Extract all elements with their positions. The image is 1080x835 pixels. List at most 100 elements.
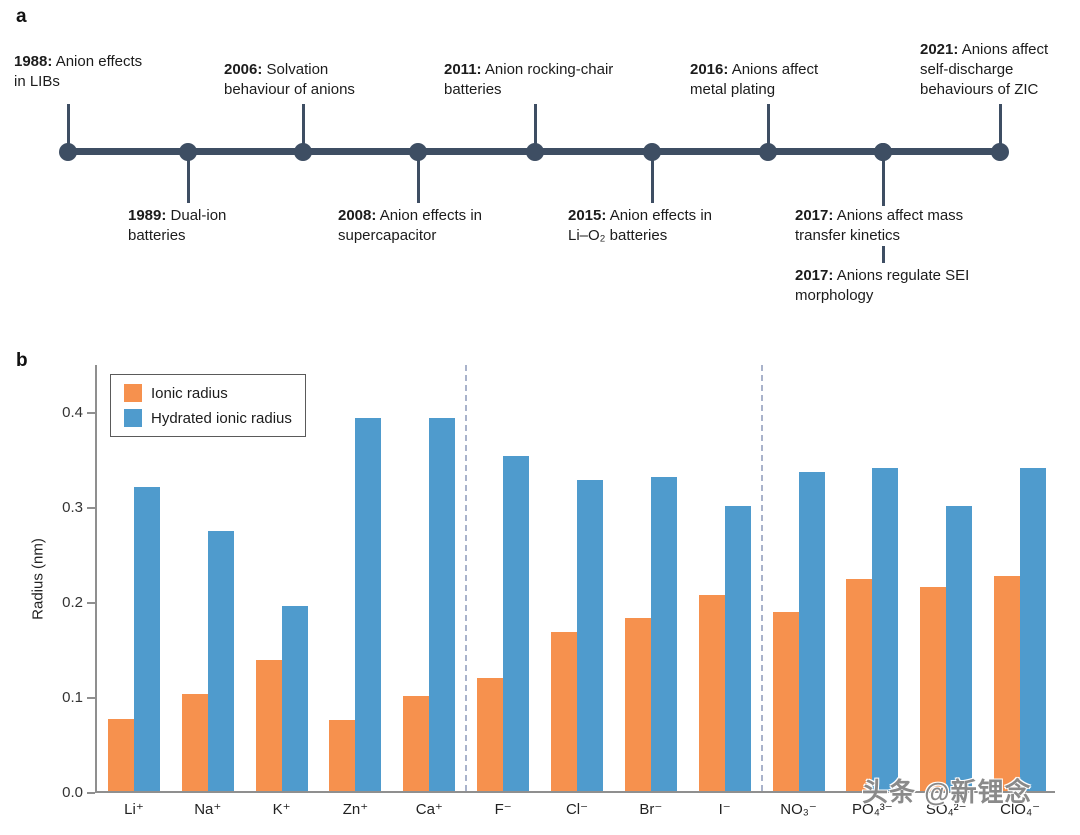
bar-hydrated bbox=[946, 505, 973, 791]
x-tick-label: ClO₄⁻ bbox=[1000, 801, 1040, 818]
x-tick-label: Zn⁺ bbox=[342, 801, 369, 818]
bar-hydrated bbox=[281, 605, 308, 791]
timeline-connector bbox=[417, 154, 420, 203]
bar-ionic bbox=[181, 694, 208, 791]
legend-item: Ionic radius bbox=[124, 384, 292, 402]
legend-label: Ionic radius bbox=[151, 384, 228, 402]
bar-ionic bbox=[624, 617, 651, 791]
y-tick-mark bbox=[87, 506, 95, 509]
y-tick-label: 0.1 bbox=[62, 688, 83, 706]
x-tick-label: Na⁺ bbox=[194, 801, 222, 818]
event-year: 2008: bbox=[338, 207, 377, 224]
y-tick-mark bbox=[87, 411, 95, 414]
bar-ionic bbox=[551, 632, 577, 791]
bar-chart: Radius (nm) 0.0 0.1 0.2 0.3 0.4 Li⁺ Na⁺ K⁺ Zn⁺ Ca… bbox=[0, 352, 1080, 835]
x-tick-label: Ca⁺ bbox=[415, 801, 443, 818]
timeline-connector bbox=[534, 104, 537, 152]
timeline-event: 2021: Anions affect self-discharge behav… bbox=[920, 40, 1072, 100]
legend-swatch bbox=[124, 409, 142, 427]
y-tick-mark bbox=[87, 601, 95, 604]
bar-ionic bbox=[477, 677, 504, 791]
timeline-event: 2006: Solvation behaviour of anions bbox=[224, 60, 376, 100]
y-tick-label: 0.0 bbox=[62, 784, 83, 801]
bar-ionic bbox=[698, 595, 725, 791]
plot-area: 0.0 0.1 0.2 0.3 0.4 Li⁺ Na⁺ K⁺ Zn⁺ Ca⁺ F⁻ Cl⁻ Br⁻ I⁻ N… bbox=[62, 365, 1055, 818]
y-tick-label: 0.3 bbox=[62, 498, 83, 516]
event-year: 2017: bbox=[795, 207, 834, 224]
bar-hydrated bbox=[577, 480, 603, 791]
timeline-event: 1989: Dual-ion batteries bbox=[128, 206, 243, 246]
bar-ionic bbox=[846, 578, 873, 791]
timeline-node bbox=[991, 143, 1009, 161]
legend: Ionic radius Hydrated ionic radius bbox=[110, 374, 306, 437]
timeline-node bbox=[759, 143, 777, 161]
bar-ionic bbox=[329, 719, 356, 791]
bar-hydrated bbox=[724, 505, 751, 791]
bar-hydrated bbox=[1020, 467, 1047, 791]
bar-ionic bbox=[255, 659, 282, 791]
timeline-node bbox=[643, 143, 661, 161]
y-tick-mark bbox=[87, 792, 95, 794]
event-year: 2006: bbox=[224, 61, 263, 78]
y-tick-label: 0.4 bbox=[62, 403, 83, 421]
timeline-connector bbox=[767, 104, 770, 152]
timeline-event: 2017: Anions affect mass transfer kineti… bbox=[795, 206, 970, 246]
bar-hydrated bbox=[650, 477, 677, 791]
x-tick-label: SO₄²⁻ bbox=[925, 801, 967, 818]
timeline-node bbox=[874, 143, 892, 161]
timeline-event: 2015: Anion effects in Li–O₂ batteries bbox=[568, 206, 733, 246]
x-tick-label: Br⁻ bbox=[639, 801, 663, 818]
bar-hydrated bbox=[798, 472, 825, 791]
timeline-event: 2011: Anion rocking-chair batteries bbox=[444, 60, 624, 100]
event-year: 1988: bbox=[14, 53, 53, 70]
event-year: 2015: bbox=[568, 207, 607, 224]
timeline-event: 1988: Anion effects in LIBs bbox=[14, 52, 149, 92]
bar-ionic bbox=[107, 718, 134, 791]
timeline-node bbox=[179, 143, 197, 161]
bar-hydrated bbox=[133, 486, 160, 791]
y-tick-label: 0.2 bbox=[62, 593, 83, 611]
bar-ionic bbox=[403, 695, 430, 791]
x-tick-label: Cl⁻ bbox=[565, 801, 589, 818]
x-tick-label: F⁻ bbox=[494, 801, 512, 818]
event-year: 2016: bbox=[690, 61, 729, 78]
x-tick-label: K⁺ bbox=[272, 801, 291, 818]
timeline-event: 2016: Anions affect metal plating bbox=[690, 60, 850, 100]
legend-item: Hydrated ionic radius bbox=[124, 409, 292, 427]
x-tick-label: Li⁺ bbox=[124, 801, 144, 818]
bar-hydrated bbox=[872, 467, 899, 791]
watermark: 头条 @新锂念 bbox=[862, 777, 1032, 807]
bar-hydrated bbox=[503, 456, 530, 791]
x-tick-label: NO₃⁻ bbox=[780, 801, 817, 818]
x-tick-label: PO₄³⁻ bbox=[852, 801, 893, 818]
panel-a-label: a bbox=[16, 6, 27, 27]
event-year: 2017: bbox=[795, 267, 834, 284]
event-year: 2011: bbox=[444, 61, 482, 78]
legend-label: Hydrated ionic radius bbox=[151, 409, 292, 427]
y-tick-mark bbox=[87, 696, 95, 699]
group-separator bbox=[760, 365, 763, 791]
timeline-event: 2008: Anion effects in supercapacitor bbox=[338, 206, 498, 246]
timeline-node bbox=[59, 143, 77, 161]
timeline-connector bbox=[67, 104, 70, 152]
group-separator bbox=[465, 365, 468, 791]
timeline-node bbox=[294, 143, 312, 161]
bar-ionic bbox=[920, 586, 947, 791]
timeline-connector bbox=[651, 154, 654, 203]
bar-ionic bbox=[994, 576, 1021, 791]
bar-hydrated bbox=[429, 418, 456, 791]
event-year: 2021: bbox=[920, 41, 959, 58]
timeline: 1988: Anion effects in LIBs 1989: Dual-io… bbox=[0, 0, 1080, 340]
timeline-connector bbox=[302, 104, 305, 152]
timeline-connector bbox=[187, 154, 190, 203]
timeline-node bbox=[409, 143, 427, 161]
timeline-event: 2017: Anions regulate SEI morphology bbox=[795, 266, 980, 306]
timeline-node bbox=[526, 143, 544, 161]
bar-ionic bbox=[772, 612, 799, 791]
bar-hydrated bbox=[207, 531, 234, 791]
panel-b-label: b bbox=[16, 350, 28, 371]
event-year: 1989: bbox=[128, 207, 167, 224]
x-tick-label: I⁻ bbox=[718, 801, 731, 818]
bar-hydrated bbox=[355, 418, 382, 791]
